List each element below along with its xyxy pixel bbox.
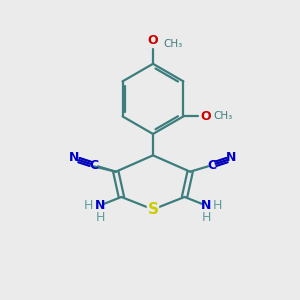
- Text: S: S: [148, 202, 158, 217]
- Text: N: N: [226, 151, 237, 164]
- Text: N: N: [201, 199, 211, 212]
- Text: O: O: [148, 34, 158, 47]
- Text: H: H: [84, 199, 93, 212]
- Text: H: H: [95, 211, 105, 224]
- Text: N: N: [69, 151, 80, 164]
- Text: CH₃: CH₃: [164, 39, 183, 49]
- Text: CH₃: CH₃: [214, 111, 233, 122]
- Text: H: H: [213, 199, 222, 212]
- Text: H: H: [201, 211, 211, 224]
- Text: C: C: [90, 159, 99, 172]
- Text: O: O: [200, 110, 211, 123]
- Text: N: N: [95, 199, 105, 212]
- Text: C: C: [207, 159, 216, 172]
